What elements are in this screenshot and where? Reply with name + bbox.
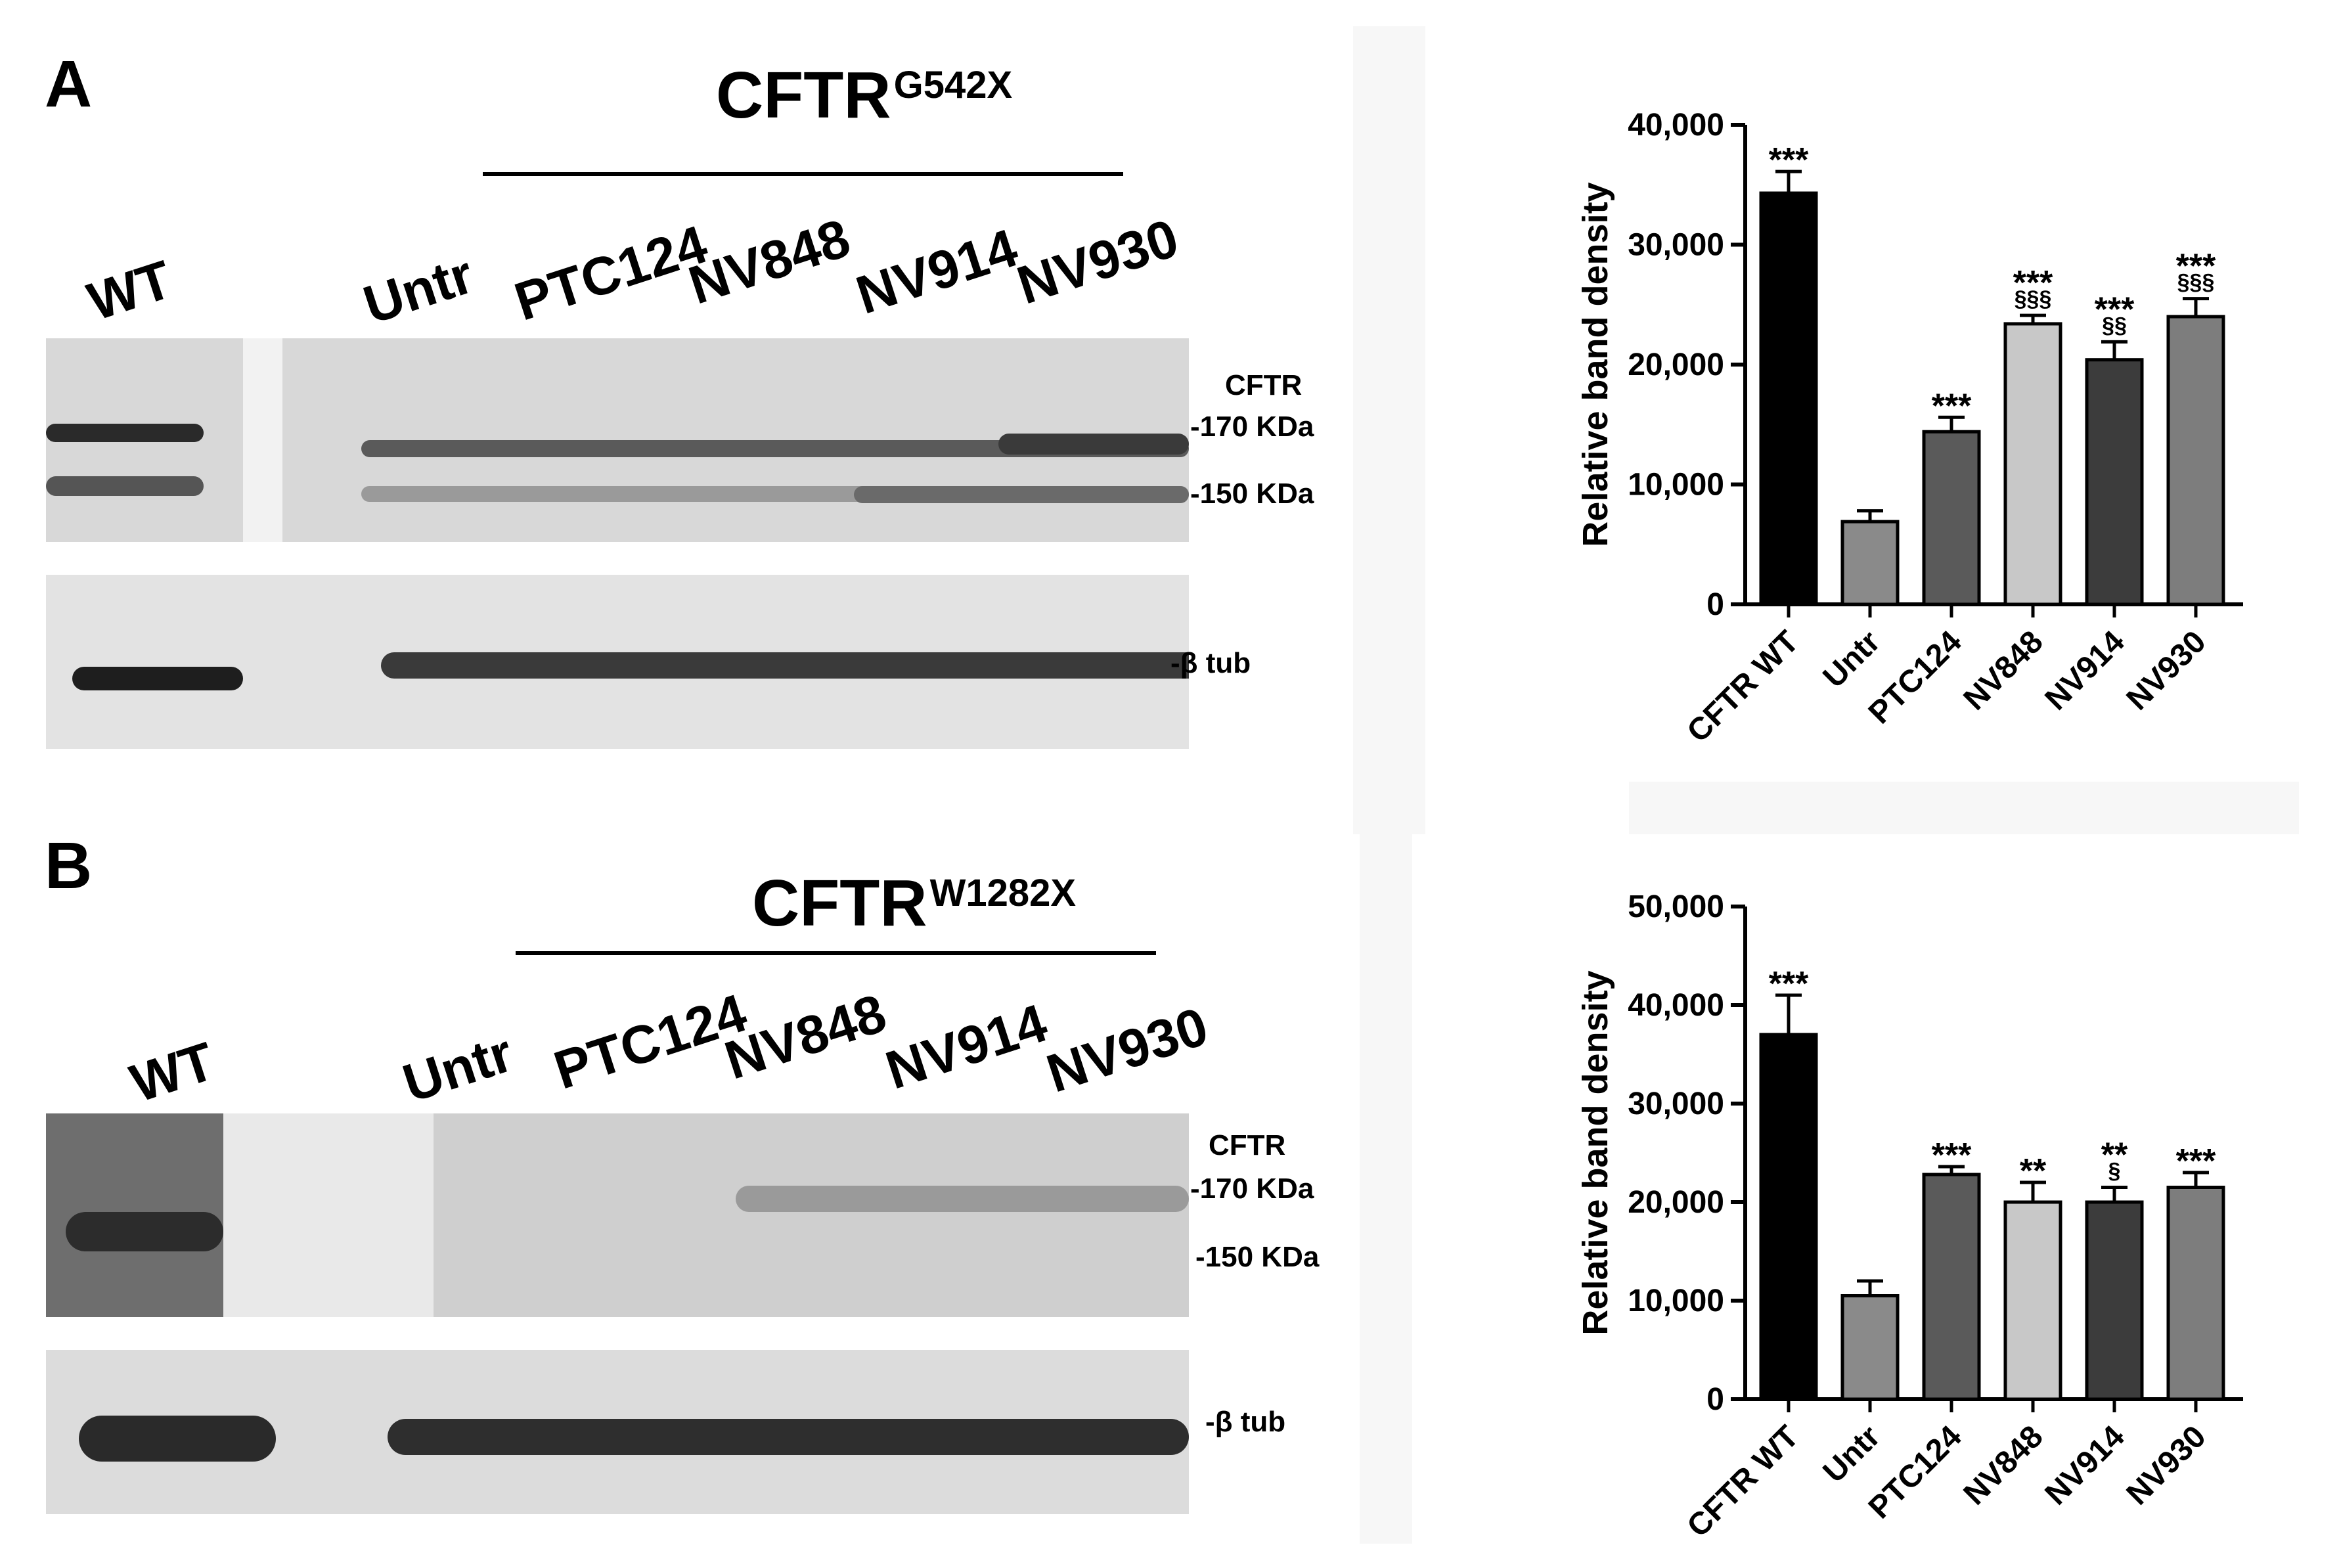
x-tick-label: Untr (1817, 1419, 1887, 1489)
y-tick-label: 0 (1706, 1382, 1724, 1417)
x-tick-label: NV914 (2039, 624, 2131, 717)
x-tick-label: NV848 (1957, 624, 2050, 717)
tubulin-marker-label: -β tub (1170, 647, 1251, 679)
significance-label-stars: *** (2013, 264, 2053, 302)
y-tick-label: 10,000 (1628, 1284, 1724, 1318)
marker-150kda: -150 KDa (1190, 478, 1314, 510)
significance-label-stars: ** (2101, 1136, 2128, 1175)
panel-a-title: CFTRG542X (716, 62, 1012, 128)
significance-label-section: § (2108, 1159, 2121, 1184)
y-tick-label: 20,000 (1628, 1185, 1724, 1220)
panel-b-title: CFTRW1282X (752, 870, 1076, 936)
x-tick-label: NV930 (2120, 1419, 2213, 1512)
treatment-bracket-line (516, 951, 1156, 955)
bar (1759, 191, 1818, 606)
y-tick-label: 50,000 (1628, 889, 1724, 924)
significance-label-section: §§ (2102, 313, 2127, 338)
cftr-marker-label: CFTR (1225, 369, 1303, 401)
bar (1759, 1033, 1818, 1401)
background-shade (1353, 26, 1425, 834)
lane-label-nv914: NV914 (879, 993, 1054, 1101)
marker-170kda: -170 KDa (1190, 1173, 1314, 1205)
significance-label-stars: *** (2095, 290, 2135, 328)
bar (2085, 358, 2144, 606)
significance-label-stars: ** (2020, 1152, 2047, 1190)
tubulin-blot-b (46, 1350, 1189, 1514)
bar (1840, 520, 1900, 606)
bar-chart-a: 0 10,000 20,000 30,000 40,000 Relative band d… (1576, 108, 2243, 749)
lane-label-untr: Untr (396, 1023, 520, 1114)
y-tick-label: 40,000 (1628, 988, 1724, 1023)
background-shade (1629, 782, 2299, 834)
x-tick-label: NV848 (1957, 1419, 2050, 1512)
panel-b-title-superscript: W1282X (929, 872, 1077, 914)
bar (2166, 1186, 2225, 1401)
lane-label-wt: WT (81, 249, 179, 332)
y-tick-label: 30,000 (1628, 1086, 1724, 1121)
lane-label-nv930: NV930 (1040, 996, 1215, 1104)
bar (2085, 1200, 2144, 1401)
y-tick-label: 0 (1706, 587, 1724, 622)
lane-label-ptc124: PTC124 (508, 214, 715, 332)
lane-label-wt: WT (123, 1031, 222, 1114)
background-shade (1360, 755, 1412, 1544)
lane-label-nv914: NV914 (849, 217, 1025, 326)
lane-label-untr: Untr (357, 244, 481, 336)
bar-chart-b: 0 10,000 20,000 30,000 40,000 50,000 Relative … (1576, 889, 2243, 1544)
panel-b-title-main: CFTR (752, 866, 927, 940)
y-tick-label: 10,000 (1628, 468, 1724, 503)
panel-letter-b: B (45, 829, 93, 903)
significance-label-stars: *** (2176, 1142, 2216, 1180)
y-tick-label: 30,000 (1628, 228, 1724, 263)
significance-label-stars: *** (1932, 1136, 1972, 1175)
lane-label-nv848: NV848 (682, 208, 857, 316)
y-axis-label: Relative band density (1576, 970, 1615, 1335)
significance-label-section: §§§ (2015, 286, 2052, 311)
cftr-marker-label: CFTR (1209, 1129, 1286, 1161)
bar (1922, 430, 1981, 606)
lane-label-nv848: NV848 (718, 983, 893, 1091)
x-tick-label: CFTR WT (1681, 624, 1806, 749)
significance-label-stars: *** (1932, 387, 1972, 425)
y-axis-label: Relative band density (1576, 182, 1615, 547)
marker-170kda: -170 KDa (1190, 411, 1314, 443)
y-tick-label: 40,000 (1628, 108, 1724, 143)
bar (2003, 322, 2062, 606)
significance-label-section: §§§ (2177, 270, 2215, 295)
panel-a-title-main: CFTR (716, 58, 891, 132)
bar (2166, 315, 2225, 606)
bar (2003, 1200, 2062, 1401)
significance-label-stars: *** (2176, 248, 2216, 286)
x-tick-label: NV914 (2039, 1419, 2131, 1512)
x-tick-label: Untr (1817, 624, 1887, 694)
cftr-blot-b (46, 1113, 1189, 1317)
treatment-bracket-line (483, 172, 1123, 176)
tubulin-marker-label: -β tub (1205, 1406, 1286, 1438)
panel-a-title-superscript: G542X (893, 64, 1013, 106)
significance-label-stars: *** (1769, 141, 1809, 179)
significance-label-stars: *** (1769, 965, 1809, 1003)
bar (1922, 1173, 1981, 1401)
marker-150kda: -150 KDa (1195, 1241, 1320, 1273)
bar (1840, 1294, 1900, 1401)
cftr-blot-a (46, 338, 1189, 542)
tubulin-blot-a (46, 575, 1189, 749)
x-tick-label: NV930 (2120, 624, 2213, 717)
panel-letter-a: A (45, 47, 93, 121)
y-tick-label: 20,000 (1628, 347, 1724, 382)
lane-label-nv930: NV930 (1010, 208, 1186, 316)
x-tick-label: CFTR WT (1681, 1419, 1806, 1544)
